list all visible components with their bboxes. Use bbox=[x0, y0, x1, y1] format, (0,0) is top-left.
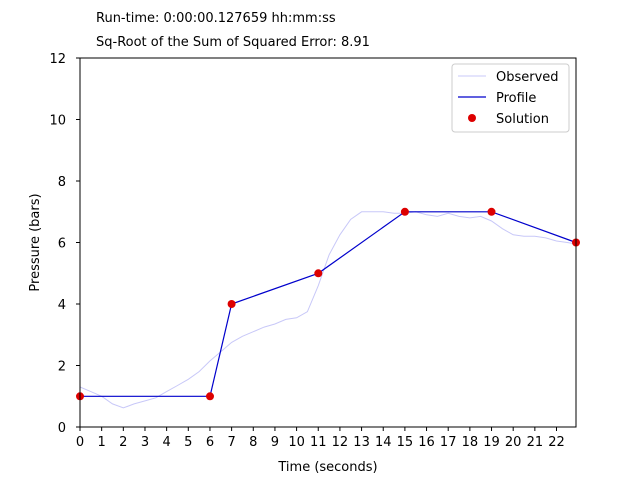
x-axis-label: Time (seconds) bbox=[277, 460, 377, 475]
y-axis-label: Pressure (bars) bbox=[28, 193, 43, 291]
x-tick-label: 7 bbox=[227, 435, 235, 450]
x-tick-label: 14 bbox=[375, 435, 392, 450]
x-tick-label: 15 bbox=[397, 435, 414, 450]
x-tick-label: 12 bbox=[332, 435, 349, 450]
x-tick-label: 13 bbox=[353, 435, 370, 450]
x-tick-label: 6 bbox=[206, 435, 214, 450]
y-tick-label: 8 bbox=[58, 175, 66, 190]
observed-series-line bbox=[79, 211, 577, 409]
y-tick-label: 10 bbox=[49, 114, 66, 129]
solution-point bbox=[487, 207, 496, 216]
x-tick-label: 3 bbox=[141, 435, 149, 450]
x-tick-label: 4 bbox=[162, 435, 170, 450]
y-tick-label: 4 bbox=[58, 298, 66, 313]
x-tick-label: 17 bbox=[440, 435, 457, 450]
legend-box bbox=[451, 63, 570, 133]
x-tick-label: 21 bbox=[527, 435, 544, 450]
legend: Observed Profile Solution bbox=[451, 63, 570, 133]
x-tick-label: 16 bbox=[418, 435, 435, 450]
x-tick-label: 2 bbox=[119, 435, 127, 450]
legend-label: Solution bbox=[496, 112, 549, 127]
x-tick-label: 11 bbox=[310, 435, 327, 450]
x-tick-label: 10 bbox=[288, 435, 305, 450]
x-tick-label: 22 bbox=[548, 435, 565, 450]
y-tick-label: 2 bbox=[58, 360, 66, 375]
y-tick-label: 12 bbox=[49, 52, 66, 67]
x-tick-label: 19 bbox=[483, 435, 500, 450]
runtime-text: Run-time: 0:00:00.127659 hh:mm:ss bbox=[96, 11, 336, 26]
solution-point bbox=[206, 392, 214, 401]
y-tick-label: 6 bbox=[58, 237, 66, 252]
x-tick-label: 18 bbox=[462, 435, 479, 450]
solution-point bbox=[400, 207, 409, 216]
legend-label: Observed bbox=[496, 70, 559, 85]
x-tick-label: 0 bbox=[76, 435, 84, 450]
profile-series-line bbox=[80, 211, 577, 397]
x-tick-label: 5 bbox=[184, 435, 192, 450]
x-tick-label: 20 bbox=[505, 435, 522, 450]
solution-point bbox=[227, 300, 236, 308]
solution-point bbox=[314, 269, 323, 278]
y-tick-label: 0 bbox=[58, 421, 66, 436]
x-tick-label: 8 bbox=[249, 435, 257, 450]
x-tick-label: 9 bbox=[271, 435, 279, 450]
error-text: Sq-Root of the Sum of Squared Error: 8.9… bbox=[96, 35, 370, 50]
legend-label: Profile bbox=[496, 91, 536, 106]
x-tick-label: 1 bbox=[98, 435, 106, 450]
legend-swatch bbox=[468, 114, 476, 122]
